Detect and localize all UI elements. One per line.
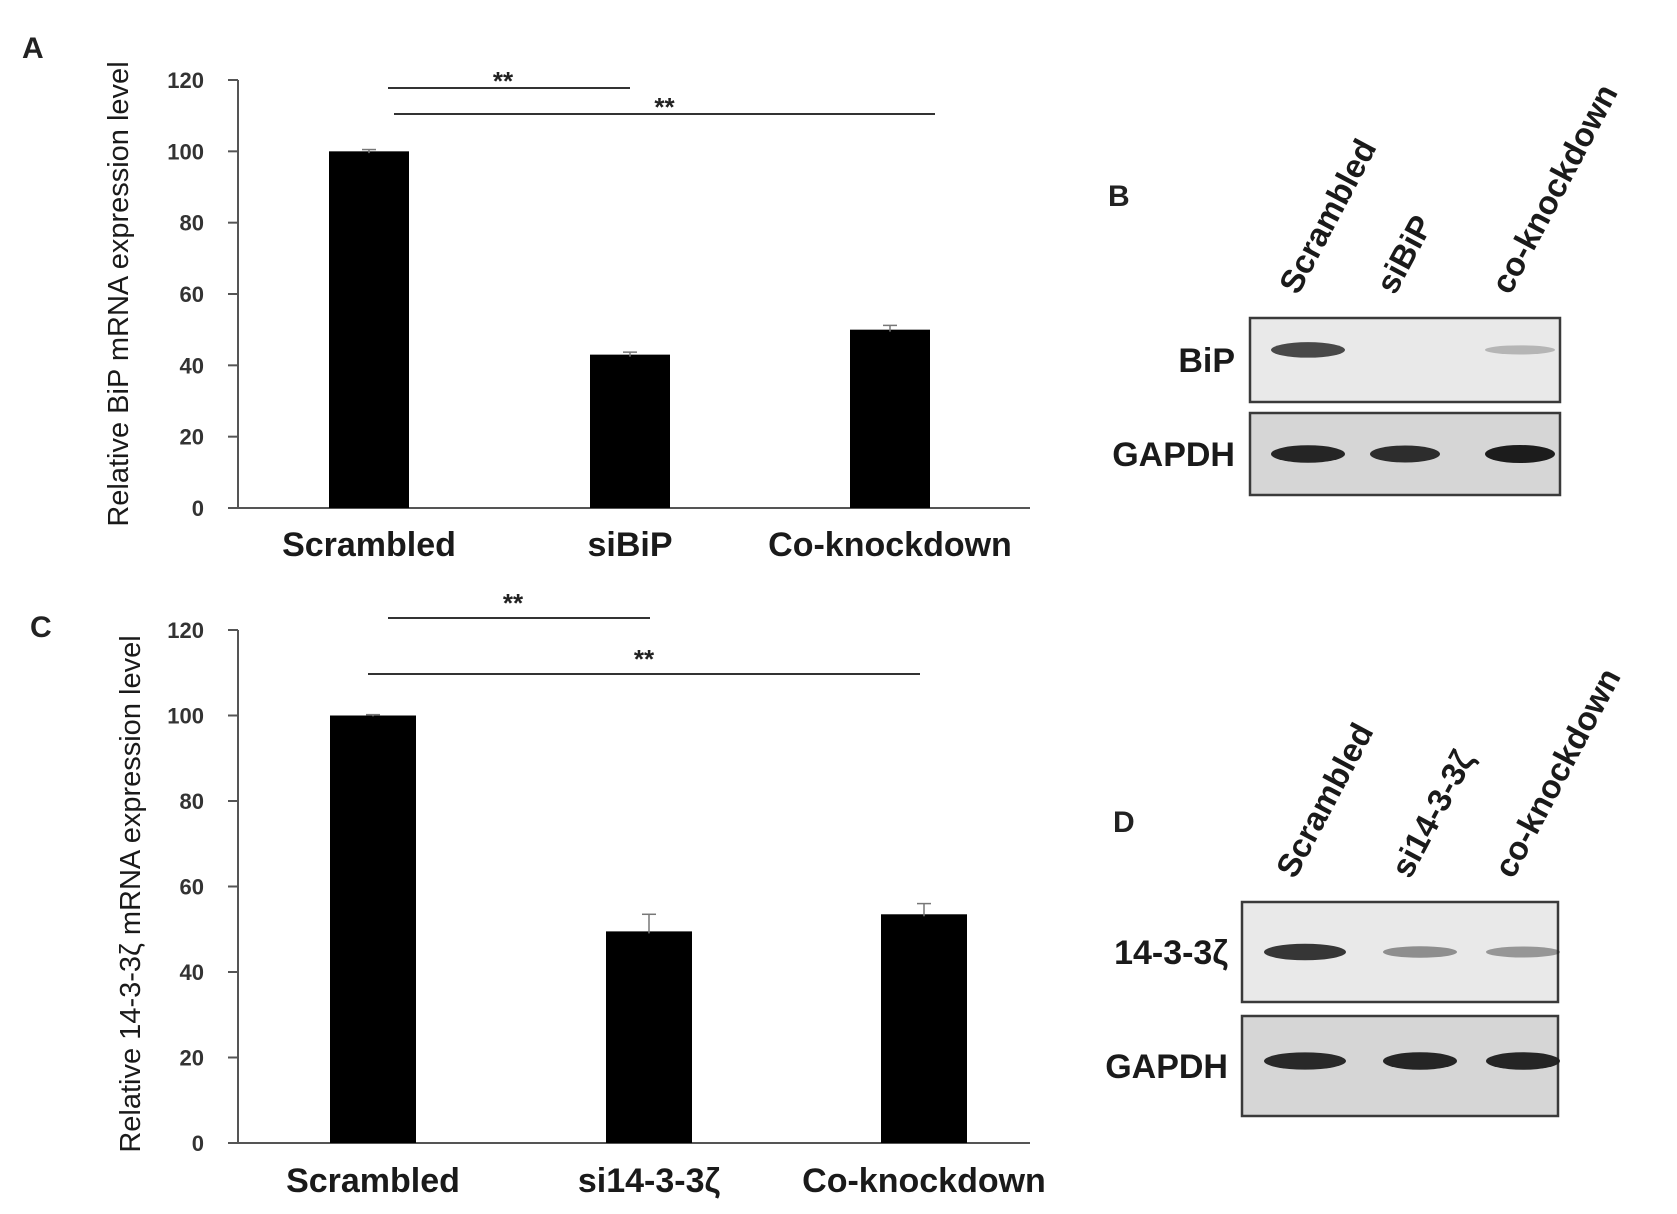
y-tick-label: 40	[180, 353, 204, 378]
panel-letter-b: B	[1108, 180, 1130, 213]
bar	[881, 914, 967, 1143]
bar	[329, 151, 409, 509]
category-label: si14-3-3ζ	[578, 1162, 721, 1200]
category-label: Scrambled	[286, 1162, 460, 1200]
y-tick-label: 60	[180, 875, 204, 900]
lane-label: siBiP	[1369, 209, 1440, 299]
chart-c-bars	[330, 713, 967, 1143]
significance-label: **	[634, 644, 655, 674]
bar-chart-c: 0 20 40 60 80 100 120 ** ** Relative 14-3-3ζ mR…	[115, 588, 1046, 1200]
chart-a-bars	[329, 148, 930, 509]
blot-band	[1485, 345, 1555, 355]
y-tick-label: 120	[167, 618, 204, 643]
lane-label: Scrambled	[1269, 717, 1381, 883]
y-tick-label: 100	[167, 139, 204, 164]
blot-row-label: 14-3-3ζ	[1114, 934, 1228, 972]
y-tick-label: 120	[167, 68, 204, 93]
significance-label: **	[503, 588, 524, 618]
category-label: Co-knockdown	[802, 1162, 1046, 1200]
blot-band	[1486, 946, 1560, 958]
significance-label: **	[654, 92, 675, 122]
category-label: siBiP	[587, 526, 672, 564]
bar-chart-a: 0 20 40 60 80 100 120 ** ** Relative BiP mRNA e…	[103, 61, 1030, 564]
panel-letter-a: A	[22, 32, 44, 65]
bar	[606, 931, 692, 1143]
chart-a-labels: Relative BiP mRNA expression level Scramb…	[103, 61, 1012, 564]
lane-label: si14-3-3ζ	[1384, 744, 1482, 883]
lane-label: co-knockdown	[1487, 662, 1628, 883]
y-tick-label: 20	[180, 1046, 204, 1071]
bar	[330, 715, 416, 1143]
blot-band	[1486, 1052, 1560, 1070]
panel-letter-c: C	[30, 611, 52, 644]
y-tick-label: 0	[192, 1131, 204, 1156]
blot-band	[1271, 342, 1345, 358]
y-tick-label: 0	[192, 496, 204, 521]
y-tick-label: 80	[180, 789, 204, 814]
blot-band	[1383, 946, 1457, 958]
chart-a-significance: ** **	[388, 66, 935, 122]
lane-label: co-knockdown	[1484, 78, 1625, 299]
y-tick-label: 60	[180, 282, 204, 307]
blot-band	[1264, 943, 1346, 961]
blot-band	[1485, 445, 1555, 463]
chart-c-labels: Relative 14-3-3ζ mRNA expression level Sc…	[115, 635, 1046, 1200]
bar	[850, 329, 930, 508]
bar	[590, 354, 670, 508]
blot-membrane	[1248, 316, 1562, 404]
y-tick-label: 40	[180, 960, 204, 985]
blot-band	[1370, 445, 1440, 463]
y-axis-label: Relative BiP mRNA expression level	[103, 61, 135, 526]
blot-band	[1383, 1052, 1457, 1070]
blot-row-label: GAPDH	[1112, 436, 1235, 474]
western-blot-d: Scrambled si14-3-3ζ co-knockdown 14-3-3ζ GAP…	[1105, 662, 1628, 1118]
chart-c-significance: ** **	[368, 588, 920, 675]
y-tick-label: 80	[180, 211, 204, 236]
significance-label: **	[493, 66, 514, 96]
y-tick-label: 100	[167, 704, 204, 729]
blot-band	[1271, 445, 1345, 463]
y-axis-label: Relative 14-3-3ζ mRNA expression level	[115, 635, 147, 1152]
blot-row-label: GAPDH	[1105, 1048, 1228, 1086]
blot-band	[1264, 1052, 1346, 1070]
blot-row-label: BiP	[1178, 342, 1235, 380]
y-tick-label: 20	[180, 425, 204, 450]
category-label: Co-knockdown	[768, 526, 1012, 564]
lane-label: Scrambled	[1272, 133, 1384, 299]
category-label: Scrambled	[282, 526, 456, 564]
panel-letter-d: D	[1113, 806, 1135, 839]
